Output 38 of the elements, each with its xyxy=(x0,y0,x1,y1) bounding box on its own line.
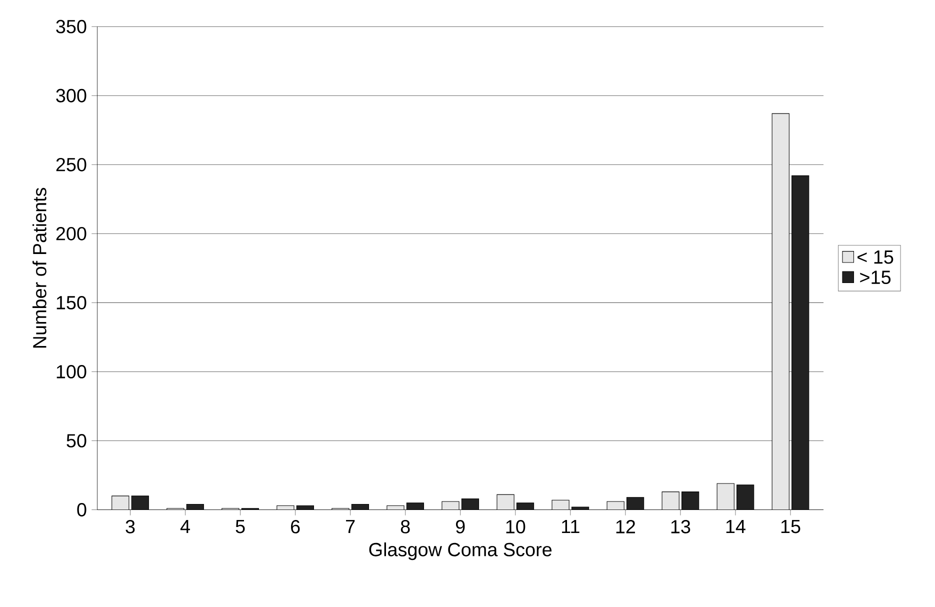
bar xyxy=(406,502,424,510)
x-tick-label: 9 xyxy=(456,520,465,534)
y-tick-label: 50 xyxy=(66,434,86,448)
legend-label: < 15 xyxy=(858,250,894,264)
bar xyxy=(682,492,699,510)
x-tick-label: 3 xyxy=(126,520,135,534)
x-axis-title: Glasgow Coma Score xyxy=(369,542,552,560)
x-tick-label: 11 xyxy=(562,520,580,534)
bar xyxy=(552,500,570,510)
x-tick-label: 6 xyxy=(291,520,300,534)
x-tick-label: 8 xyxy=(400,520,410,534)
bar xyxy=(717,484,734,510)
y-tick-label: 350 xyxy=(56,20,86,34)
x-tick-label: 12 xyxy=(616,520,635,534)
bar xyxy=(736,484,754,510)
x-tick-label: 14 xyxy=(726,520,746,534)
y-tick-label: 250 xyxy=(56,158,86,172)
x-tick-label: 5 xyxy=(236,520,245,534)
y-axis-title: Number of Patients xyxy=(32,188,46,348)
bar xyxy=(112,496,129,510)
bar xyxy=(462,498,479,510)
legend-label: >15 xyxy=(860,270,891,284)
bar xyxy=(626,497,644,510)
bar xyxy=(662,492,680,510)
y-tick-label: 100 xyxy=(56,365,86,378)
bar xyxy=(516,502,534,510)
y-tick-label: 150 xyxy=(56,296,86,310)
x-tick-label: 13 xyxy=(671,520,690,534)
bar xyxy=(772,113,790,510)
bar xyxy=(132,496,149,510)
x-tick-label: 10 xyxy=(506,520,526,534)
x-tick-label: 4 xyxy=(180,520,190,534)
x-tick-label: 15 xyxy=(781,520,800,534)
y-tick-label: 200 xyxy=(56,226,86,240)
x-tick-label: 7 xyxy=(346,520,355,534)
y-tick-label: 300 xyxy=(56,88,86,102)
y-tick-label: 0 xyxy=(77,503,86,516)
bar xyxy=(792,175,810,510)
